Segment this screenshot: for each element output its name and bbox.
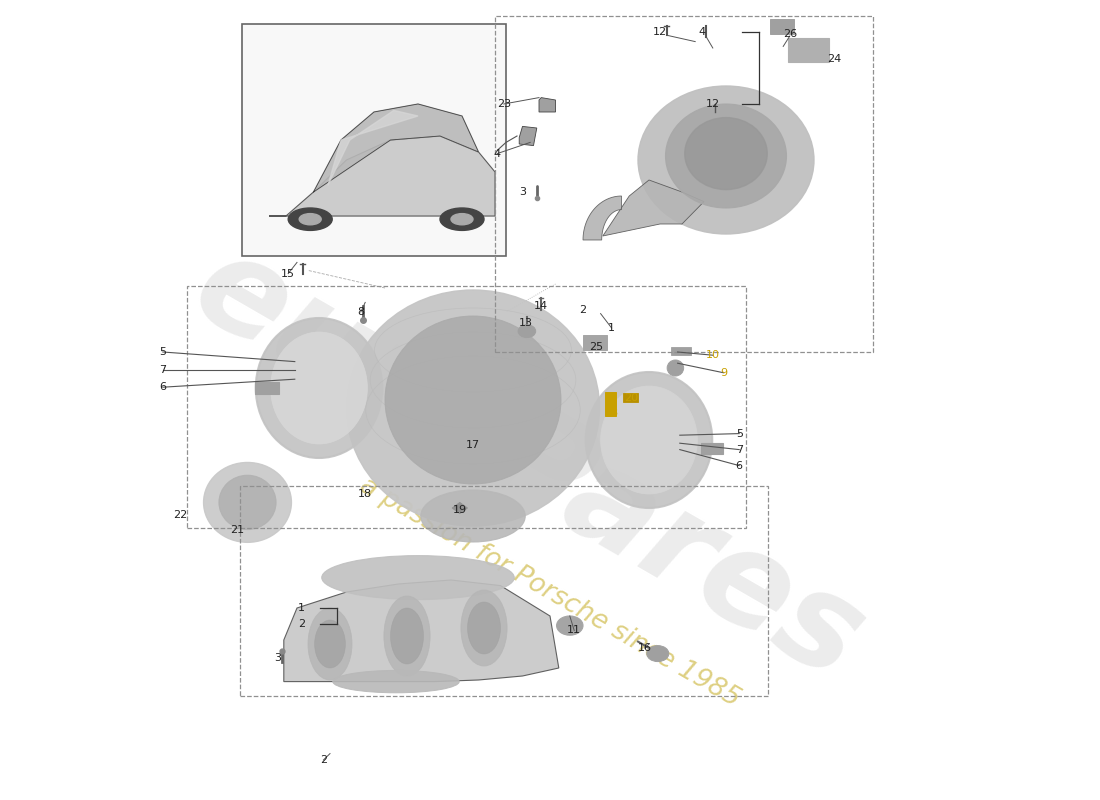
Bar bbox=[255, 382, 279, 394]
Text: 14: 14 bbox=[535, 301, 548, 310]
Text: euroPares: euroPares bbox=[172, 222, 884, 706]
Polygon shape bbox=[583, 196, 621, 240]
Ellipse shape bbox=[271, 332, 367, 444]
Ellipse shape bbox=[346, 290, 600, 526]
Text: 1: 1 bbox=[608, 323, 615, 333]
Polygon shape bbox=[270, 136, 495, 216]
Bar bbox=[788, 38, 829, 62]
Ellipse shape bbox=[585, 372, 713, 508]
Ellipse shape bbox=[666, 104, 786, 208]
Ellipse shape bbox=[451, 214, 473, 225]
Bar bbox=[605, 392, 616, 416]
Text: 16: 16 bbox=[638, 643, 651, 653]
Text: 3: 3 bbox=[519, 187, 526, 197]
Ellipse shape bbox=[308, 608, 352, 680]
Polygon shape bbox=[519, 126, 537, 146]
Text: 2: 2 bbox=[320, 755, 327, 765]
Text: 6: 6 bbox=[160, 382, 166, 392]
Bar bbox=[495, 16, 873, 352]
Bar bbox=[770, 19, 794, 34]
Text: 17: 17 bbox=[466, 440, 480, 450]
Circle shape bbox=[557, 616, 583, 635]
Bar bbox=[623, 393, 638, 402]
Ellipse shape bbox=[638, 86, 814, 234]
Ellipse shape bbox=[332, 670, 460, 693]
Text: 2: 2 bbox=[580, 306, 586, 315]
Bar bbox=[242, 24, 506, 256]
Text: 10: 10 bbox=[706, 350, 719, 360]
Text: 18: 18 bbox=[359, 490, 372, 499]
Text: 5: 5 bbox=[736, 429, 743, 438]
Text: 9: 9 bbox=[720, 368, 727, 378]
Ellipse shape bbox=[255, 318, 383, 458]
Text: 23: 23 bbox=[497, 99, 510, 109]
Ellipse shape bbox=[321, 555, 515, 600]
Ellipse shape bbox=[667, 360, 683, 376]
Ellipse shape bbox=[468, 602, 500, 654]
Text: 25: 25 bbox=[590, 342, 603, 352]
Circle shape bbox=[647, 646, 669, 662]
Ellipse shape bbox=[299, 214, 321, 225]
Ellipse shape bbox=[204, 462, 292, 542]
Text: 22: 22 bbox=[174, 510, 187, 520]
Ellipse shape bbox=[440, 208, 484, 230]
Text: 20: 20 bbox=[625, 394, 638, 403]
Polygon shape bbox=[603, 180, 704, 236]
Text: 11: 11 bbox=[568, 626, 581, 635]
Text: 5: 5 bbox=[160, 347, 166, 357]
Ellipse shape bbox=[219, 475, 276, 530]
Polygon shape bbox=[284, 580, 559, 682]
Ellipse shape bbox=[390, 608, 424, 664]
Text: 8: 8 bbox=[358, 307, 364, 317]
Bar bbox=[701, 443, 723, 454]
Text: 7: 7 bbox=[736, 445, 743, 454]
Bar bbox=[671, 347, 691, 355]
Text: 2: 2 bbox=[298, 619, 305, 629]
Ellipse shape bbox=[385, 316, 561, 484]
Polygon shape bbox=[539, 98, 556, 112]
Text: 15: 15 bbox=[282, 269, 295, 278]
Text: 24: 24 bbox=[827, 54, 840, 64]
Bar bbox=[240, 486, 768, 696]
Bar bbox=[583, 335, 607, 350]
Polygon shape bbox=[328, 110, 418, 186]
Text: 12: 12 bbox=[706, 99, 719, 109]
Text: 7: 7 bbox=[160, 365, 166, 374]
Text: 21: 21 bbox=[231, 525, 244, 534]
Ellipse shape bbox=[684, 118, 768, 190]
Text: 8: 8 bbox=[610, 408, 617, 418]
Ellipse shape bbox=[420, 490, 526, 542]
Text: 13: 13 bbox=[519, 318, 532, 328]
Ellipse shape bbox=[461, 590, 507, 666]
Polygon shape bbox=[452, 502, 468, 514]
Text: 26: 26 bbox=[783, 29, 796, 38]
Circle shape bbox=[518, 325, 536, 338]
Polygon shape bbox=[314, 104, 478, 192]
Text: 3: 3 bbox=[274, 653, 280, 662]
Text: a passion for Porsche since 1985: a passion for Porsche since 1985 bbox=[355, 472, 745, 712]
Text: 19: 19 bbox=[453, 506, 466, 515]
Text: 12: 12 bbox=[653, 27, 667, 37]
Ellipse shape bbox=[384, 596, 430, 676]
Text: 1: 1 bbox=[298, 603, 305, 613]
Text: 4: 4 bbox=[494, 149, 501, 158]
Ellipse shape bbox=[288, 208, 332, 230]
Ellipse shape bbox=[601, 386, 697, 494]
Text: 6: 6 bbox=[736, 461, 743, 470]
Text: 4: 4 bbox=[698, 27, 705, 37]
Ellipse shape bbox=[315, 620, 345, 668]
Bar bbox=[187, 286, 746, 528]
